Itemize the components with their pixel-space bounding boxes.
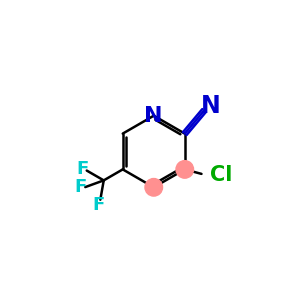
Text: F: F [92, 196, 104, 214]
Text: Cl: Cl [210, 165, 232, 185]
Text: N: N [145, 106, 163, 126]
Circle shape [176, 160, 194, 178]
Circle shape [145, 178, 163, 196]
Text: N: N [201, 94, 220, 118]
Text: F: F [74, 178, 86, 196]
Text: F: F [76, 160, 88, 178]
